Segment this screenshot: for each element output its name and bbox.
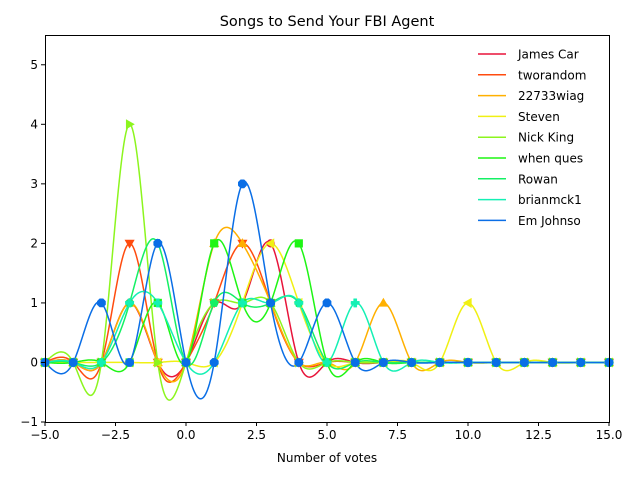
legend-label: Rowan: [518, 172, 558, 186]
legend-label: Nick King: [518, 131, 574, 145]
data-point: [125, 298, 135, 308]
data-point: [548, 358, 557, 367]
data-point: [379, 358, 388, 367]
y-tick-label: 1: [30, 296, 38, 310]
x-tick-label: 7.5: [388, 428, 407, 442]
data-point: [350, 358, 360, 367]
x-tick-label: −2.5: [101, 428, 130, 442]
data-point: [238, 179, 247, 189]
data-point: [435, 358, 445, 367]
data-point: [153, 239, 163, 248]
legend-label: tworandom: [518, 68, 586, 82]
legend: James Car tworandom 22733wiag Steven Nick Ki…: [478, 48, 586, 228]
data-point: [97, 298, 106, 308]
x-axis-label: Number of votes: [277, 451, 377, 465]
data-point: [154, 357, 164, 368]
x-tick-label: 12.5: [525, 428, 552, 442]
legend-label: Em Johnso: [518, 214, 581, 228]
data-point: [378, 297, 389, 307]
data-point: [350, 298, 360, 308]
data-point: [125, 358, 134, 367]
y-tick-label: −1: [20, 415, 38, 429]
plot-markers: [39, 119, 615, 368]
data-point: [237, 298, 247, 308]
x-tick-label: 0.0: [176, 428, 195, 442]
chart-title: Songs to Send Your FBI Agent: [220, 14, 435, 30]
legend-label: Steven: [518, 110, 560, 124]
data-point: [491, 358, 501, 367]
data-point: [68, 358, 78, 367]
y-tick-label: 2: [30, 236, 38, 250]
x-tick-label: −5.0: [30, 428, 59, 442]
legend-label: when ques: [518, 152, 583, 166]
x-tick-label: 5.0: [317, 428, 336, 442]
x-tick-label: 10.0: [455, 428, 482, 442]
data-point: [266, 298, 275, 308]
data-point: [125, 119, 135, 130]
y-tick-label: 3: [30, 177, 38, 191]
series-line-0: [44, 240, 609, 378]
y-axis: −1 0 1 2 3 4 5: [20, 58, 45, 429]
data-point: [294, 239, 303, 248]
data-point: [181, 358, 191, 367]
legend-label: James Car: [517, 48, 579, 62]
data-point: [124, 239, 135, 249]
y-tick-label: 0: [30, 355, 38, 369]
data-point: [96, 358, 106, 367]
data-point: [265, 238, 275, 249]
x-tick-label: 15.0: [596, 428, 623, 442]
data-point: [576, 358, 586, 367]
y-tick-label: 5: [30, 58, 38, 72]
data-point: [463, 358, 473, 367]
data-point: [407, 358, 416, 367]
x-axis: −5.0 −2.5 0.0 2.5 5.0 7.5 10.0 12.5 15.0: [30, 422, 622, 442]
legend-label: 22733wiag: [518, 89, 584, 103]
data-point: [209, 298, 219, 307]
data-point: [294, 358, 304, 367]
data-point: [520, 358, 529, 367]
data-point: [462, 297, 472, 308]
series-markers-8: [40, 179, 614, 367]
data-point: [210, 239, 219, 248]
data-point: [237, 238, 248, 248]
y-tick-label: 4: [30, 117, 38, 131]
data-point: [209, 358, 219, 367]
data-point: [153, 298, 163, 308]
series-line-5: [44, 238, 609, 378]
legend-label: brianmck1: [518, 193, 582, 207]
x-tick-label: 2.5: [247, 428, 266, 442]
data-point: [322, 358, 332, 367]
data-point: [294, 298, 304, 308]
data-point: [322, 298, 332, 308]
